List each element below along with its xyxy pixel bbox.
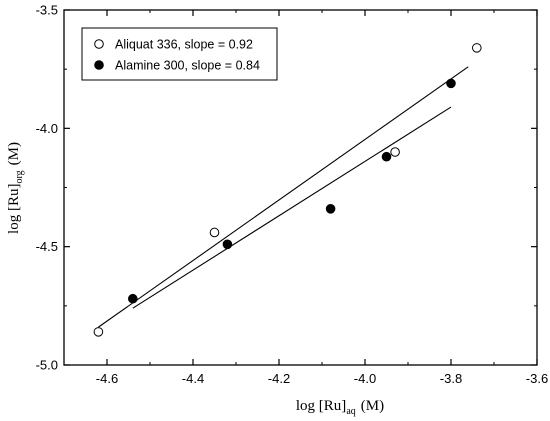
x-axis-label-main: log [Ru] bbox=[296, 398, 346, 414]
x-tick-label: -3.6 bbox=[526, 371, 548, 386]
y-axis-label-sub: org bbox=[14, 170, 25, 183]
x-tick-label: -4.6 bbox=[96, 371, 118, 386]
axis-ticks: -4.6 -4.4 -4.2 -4.0 -3.8 -3.6 -5.0 -4.5 -4.0 -3.5 bbox=[36, 3, 549, 387]
x-axis-label-unit: (M) bbox=[361, 398, 384, 414]
legend-box bbox=[81, 27, 278, 81]
legend-label-series-1: Aliquat 336, slope = 0.92 bbox=[115, 38, 253, 52]
y-tick-label: -5.0 bbox=[36, 358, 58, 373]
x-tick-label: -4.2 bbox=[268, 371, 290, 386]
data-point-series-2 bbox=[128, 293, 138, 304]
y-tick-label: -4.0 bbox=[36, 121, 58, 136]
legend: Aliquat 336, slope = 0.92 Alamine 300, sl… bbox=[81, 27, 278, 81]
x-axis-label-sub: aq bbox=[346, 406, 355, 417]
data-point-series-1 bbox=[93, 327, 104, 337]
legend-label-series-2: Alamine 300, slope = 0.84 bbox=[115, 59, 260, 73]
legend-marker-series-1 bbox=[94, 39, 104, 49]
x-tick-label: -4.4 bbox=[182, 371, 204, 386]
legend-marker-series-2 bbox=[94, 60, 104, 70]
x-axis-label: log [Ru]aq (M) bbox=[296, 398, 384, 417]
data-points bbox=[93, 43, 482, 337]
data-point-series-2 bbox=[325, 204, 336, 214]
y-tick-label: -3.5 bbox=[36, 3, 58, 18]
y-axis-label: log [Ru]org (M) bbox=[6, 142, 25, 234]
y-axis-label-unit: (M) bbox=[6, 142, 22, 165]
x-tick-label: -4.0 bbox=[354, 371, 376, 386]
y-tick-label: -4.5 bbox=[36, 239, 58, 254]
data-point-series-1 bbox=[209, 227, 220, 238]
fit-line-series-1 bbox=[98, 66, 469, 328]
data-point-series-2 bbox=[381, 151, 392, 162]
data-point-series-1 bbox=[390, 147, 400, 157]
x-tick-label: -3.8 bbox=[440, 371, 462, 386]
fit-lines bbox=[98, 66, 469, 328]
y-axis-label-main: log [Ru] bbox=[6, 184, 22, 234]
data-point-series-2 bbox=[446, 78, 456, 89]
fit-line-series-2 bbox=[132, 106, 452, 309]
data-point-series-2 bbox=[222, 239, 233, 250]
data-point-series-1 bbox=[472, 43, 482, 53]
